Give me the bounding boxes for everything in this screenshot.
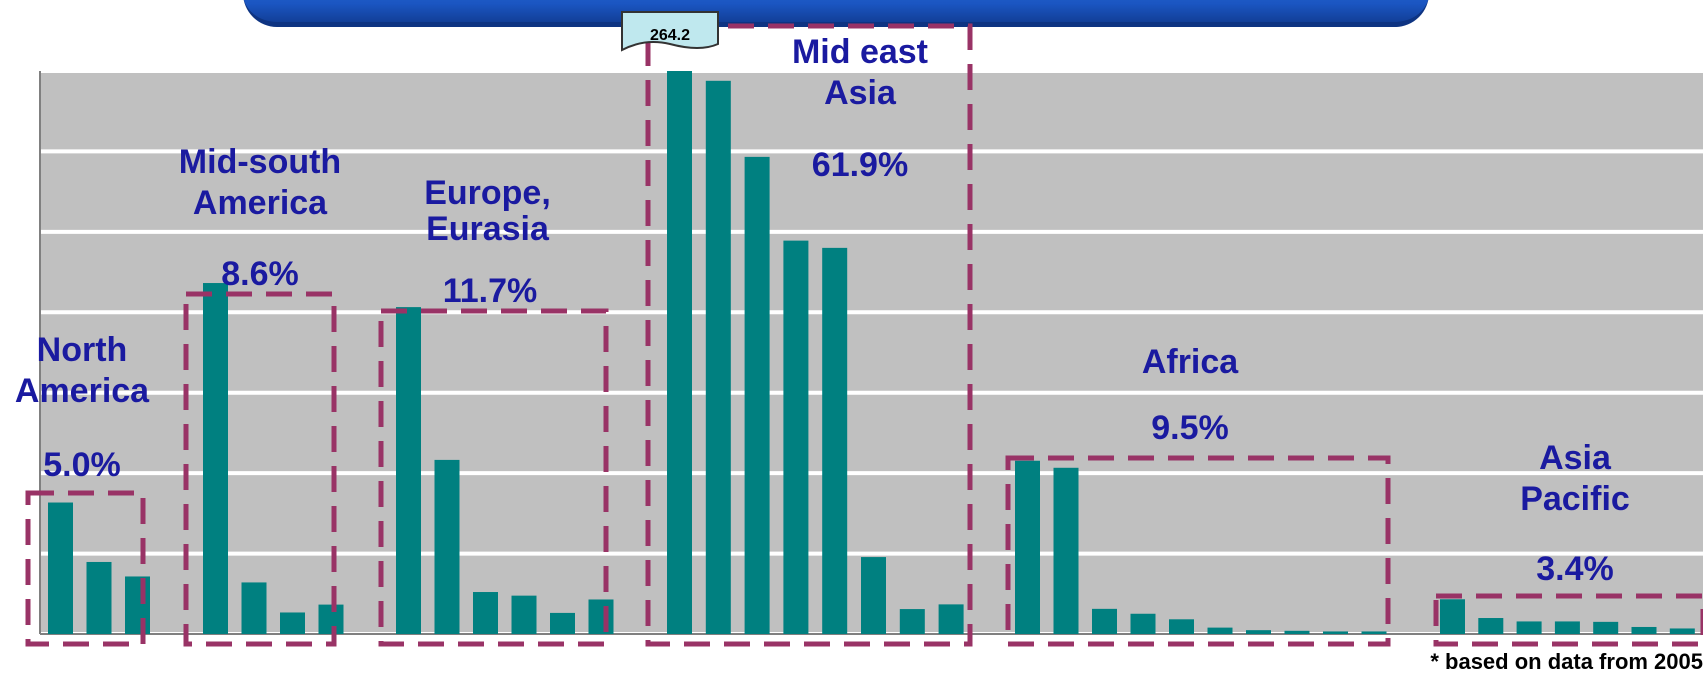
footnote: * based on data from 2005 <box>1430 649 1703 674</box>
max-value-callout <box>621 11 719 52</box>
bar-35 <box>1593 621 1619 634</box>
bar-24 <box>1130 613 1156 634</box>
region-box-3 <box>645 23 973 647</box>
bar-22 <box>1053 467 1079 634</box>
bar-6 <box>318 604 344 634</box>
bar-19 <box>899 609 925 634</box>
bar-13 <box>667 71 692 634</box>
region-label-mid-south-america: Mid-south America <box>178 143 342 222</box>
bar-15 <box>744 156 770 634</box>
bar-14 <box>705 80 731 634</box>
bar-16 <box>783 240 809 635</box>
bar-31 <box>1440 599 1465 634</box>
region-share-mid-east-asia: 61.9% <box>811 146 909 184</box>
bar-26 <box>1207 627 1233 634</box>
bar-36 <box>1631 626 1657 634</box>
bar-21 <box>1015 460 1040 634</box>
bar-7 <box>396 307 421 634</box>
bar-5 <box>280 612 305 634</box>
bar-27 <box>1246 630 1271 634</box>
max-value-label: 264.2 <box>650 27 690 44</box>
bar-23 <box>1092 608 1117 634</box>
plot-area <box>40 71 1703 634</box>
bar-12 <box>588 599 614 634</box>
region-share-europe-eurasia: 11.7% <box>442 272 538 310</box>
region-label-north-america: North America <box>14 331 150 410</box>
region-label-europe-eurasia: Europe, Eurasia <box>424 174 551 248</box>
bar-9 <box>473 592 498 634</box>
region-label-mid-east-asia: Mid east Asia <box>791 33 929 112</box>
region-box-5 <box>1433 593 1703 647</box>
bar-20 <box>938 604 964 634</box>
region-box-1 <box>183 291 337 647</box>
bar-0 <box>48 502 73 634</box>
region-share-africa: 9.5% <box>1151 409 1229 447</box>
bar-4 <box>241 582 267 634</box>
bar-34 <box>1554 621 1580 634</box>
region-share-asia-pacific: 3.4% <box>1536 550 1614 588</box>
bar-11 <box>550 612 575 634</box>
bar-2 <box>125 576 150 634</box>
region-label-asia-pacific: Asia Pacific <box>1520 439 1630 518</box>
bar-3 <box>203 283 228 634</box>
bar-33 <box>1516 621 1542 634</box>
bar-25 <box>1169 619 1194 634</box>
bar-29 <box>1323 631 1348 634</box>
bar-32 <box>1478 618 1504 634</box>
bar-30 <box>1361 631 1387 634</box>
bar-37 <box>1669 628 1695 634</box>
bar-18 <box>861 557 886 634</box>
bar-17 <box>822 247 848 634</box>
title-banner <box>243 0 1429 27</box>
bar-10 <box>511 595 537 634</box>
bar-8 <box>434 459 460 634</box>
region-box-0 <box>25 490 146 647</box>
region-share-north-america: 5.0% <box>43 446 121 484</box>
bar-28 <box>1284 630 1310 634</box>
bar-1 <box>86 561 112 634</box>
region-label-africa: Africa <box>1141 343 1239 381</box>
region-share-mid-south-america: 8.6% <box>221 255 299 293</box>
